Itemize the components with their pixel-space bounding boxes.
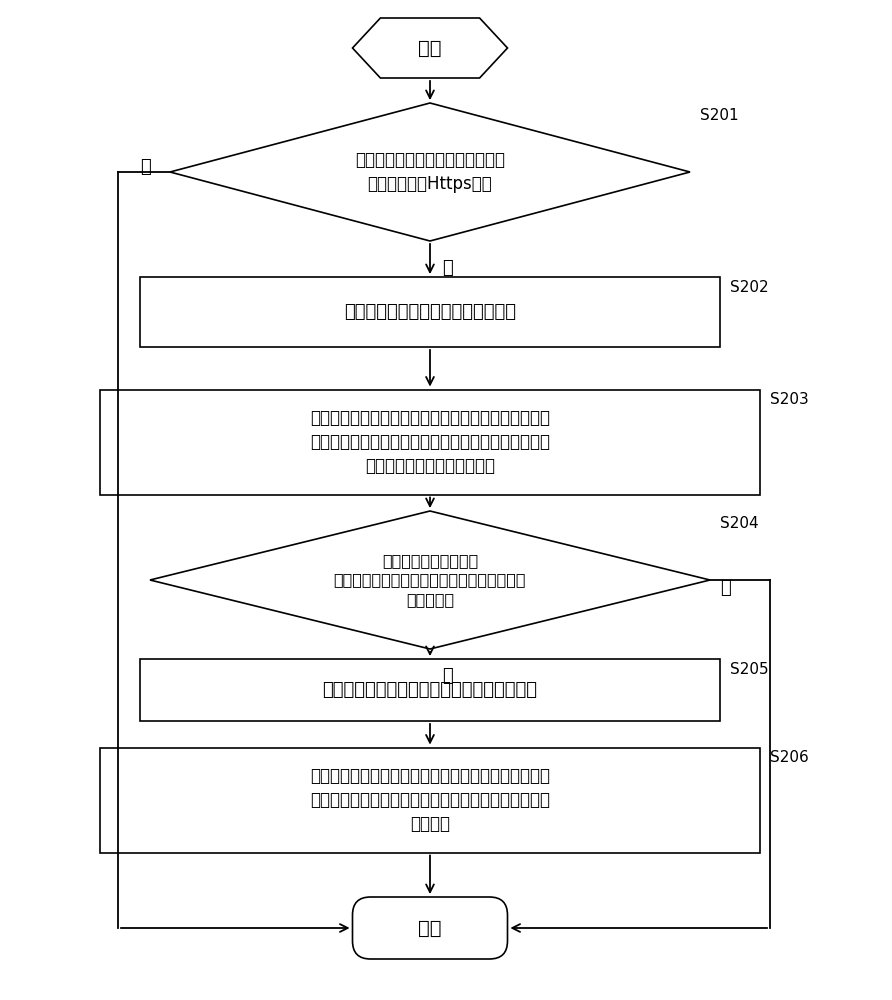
Polygon shape [352, 18, 508, 78]
Polygon shape [140, 277, 720, 347]
Polygon shape [150, 511, 710, 649]
Text: 结束: 结束 [418, 918, 442, 938]
Text: S202: S202 [730, 280, 769, 295]
Text: 根据密码请求信息查找并返回对应的密码信息: 根据密码请求信息查找并返回对应的密码信息 [323, 681, 538, 699]
Text: 对密码请求信息中携带
的令牌进行认证，判断令牌是否为密码管理器
颁发的令牌: 对密码请求信息中携带 的令牌进行认证，判断令牌是否为密码管理器 颁发的令牌 [334, 553, 526, 607]
Text: 接收密码管理器返回的密码信息，对密码信息进行加密
后返回给客户端，以供客户端对加密的密码信息进行解
密后使用: 接收密码管理器返回的密码信息，对密码信息进行加密 后返回给客户端，以供客户端对加… [310, 767, 550, 833]
Text: S206: S206 [770, 750, 809, 766]
Text: 从请求中提取加密后的密码请求信息: 从请求中提取加密后的密码请求信息 [344, 303, 516, 321]
Text: 对加密后的密码请求信息进行解密，并将解密后的密码
请求信息发送给密码管理器，以供密码管理器根据密码
请求信息返回对应的密码信息: 对加密后的密码请求信息进行解密，并将解密后的密码 请求信息发送给密码管理器，以供… [310, 409, 550, 475]
Text: S203: S203 [770, 392, 809, 408]
FancyBboxPatch shape [352, 897, 508, 959]
Polygon shape [100, 748, 760, 852]
Text: 开始: 开始 [418, 38, 442, 57]
Text: S201: S201 [700, 108, 739, 123]
Text: 是: 是 [442, 259, 453, 277]
Polygon shape [140, 659, 720, 721]
Text: 否: 否 [720, 579, 731, 597]
Text: 否: 否 [140, 158, 151, 176]
Polygon shape [100, 389, 760, 494]
Text: 是: 是 [442, 667, 453, 685]
Text: 接收客户端发起的请求，判断请求
是否为信任的Https请求: 接收客户端发起的请求，判断请求 是否为信任的Https请求 [355, 151, 505, 193]
Text: S205: S205 [730, 662, 769, 677]
Text: S204: S204 [720, 516, 758, 531]
Polygon shape [170, 103, 690, 241]
